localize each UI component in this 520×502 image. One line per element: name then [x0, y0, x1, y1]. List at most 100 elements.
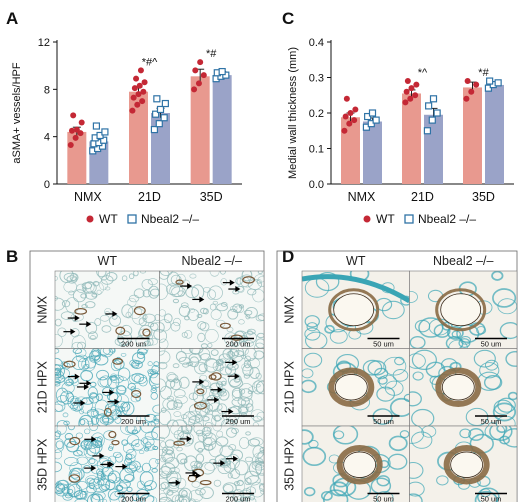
alveolus	[245, 495, 251, 502]
data-point-wt	[200, 72, 207, 79]
alveolus	[159, 329, 167, 343]
alveolus	[220, 380, 227, 387]
alveolus	[201, 430, 213, 439]
alveolus	[239, 274, 254, 288]
vessel-lumen	[333, 293, 375, 327]
micrograph: 200 um	[159, 348, 265, 427]
alveolus	[56, 481, 62, 487]
alveolus	[181, 426, 193, 434]
alveolus	[329, 481, 349, 497]
alveolus	[199, 400, 210, 408]
alveolus	[133, 288, 145, 299]
alveolus	[303, 486, 316, 497]
micrograph: 200 um	[159, 425, 265, 502]
alveolus	[104, 311, 110, 316]
alveolus	[213, 479, 222, 487]
alveolus	[115, 376, 129, 391]
alveolus	[79, 408, 84, 415]
alveolus	[64, 377, 73, 387]
micrograph: 200 um	[54, 348, 160, 427]
alveolus	[96, 289, 102, 295]
vessel	[173, 440, 186, 446]
alveolus	[166, 419, 179, 426]
alveolus	[133, 271, 139, 277]
bar	[463, 87, 482, 184]
bar	[341, 117, 360, 184]
alveolus	[68, 290, 75, 296]
micrograph-border	[409, 425, 518, 502]
alveolus	[197, 321, 207, 330]
alveolus	[255, 372, 262, 380]
alveolus	[315, 272, 340, 292]
alveolus	[187, 308, 200, 321]
alveolus	[229, 348, 245, 363]
alveolus	[245, 314, 251, 320]
alveolus	[159, 338, 169, 349]
alveolus	[227, 490, 236, 498]
alveolus	[55, 449, 63, 460]
data-point-ko	[368, 109, 377, 117]
data-point-wt	[130, 94, 137, 101]
alveolus	[447, 326, 464, 340]
legend-label-ko: Nbeal2 –/–	[141, 212, 199, 226]
vessel	[131, 390, 142, 399]
alveolus	[159, 436, 165, 442]
x-category-label: 21D	[138, 190, 161, 204]
alveolus	[161, 462, 176, 475]
alveolus	[383, 356, 407, 376]
vessel	[74, 308, 88, 315]
data-point-ko	[423, 127, 432, 135]
alveolus	[250, 409, 264, 421]
alveolus	[399, 430, 410, 439]
vessel	[193, 401, 207, 410]
alveolus	[143, 495, 158, 502]
arrow-head	[109, 389, 115, 396]
alveolus	[159, 426, 170, 439]
data-point-wt	[129, 107, 136, 114]
vessel	[175, 279, 184, 285]
alveolus	[505, 350, 517, 367]
alveolus	[502, 428, 517, 448]
alveolus	[159, 409, 172, 426]
alveolus	[63, 420, 70, 426]
micrograph: 50 um	[301, 270, 410, 349]
alveolus	[166, 395, 174, 401]
scale-bar-label: 50 um	[481, 340, 502, 349]
alveolus	[142, 313, 156, 323]
alveolus	[55, 374, 66, 384]
arrow-head	[175, 479, 181, 486]
alveolus	[189, 307, 195, 313]
data-point-ko	[429, 95, 438, 103]
data-point-wt	[195, 80, 202, 87]
data-point-wt	[67, 141, 74, 148]
alveolus	[211, 390, 221, 398]
alveolus	[177, 496, 190, 502]
alveolus	[71, 341, 84, 349]
alveolus	[239, 436, 250, 449]
scale-bar-label: 50 um	[481, 495, 502, 502]
alveolus	[125, 453, 136, 464]
alveolus	[173, 317, 182, 327]
data-point-wt	[78, 119, 85, 126]
alveolus	[78, 418, 90, 426]
alveolus	[468, 428, 484, 441]
scale-bar-label: 200 um	[225, 495, 250, 502]
alveolus	[411, 349, 437, 371]
alveolus	[236, 479, 244, 487]
alveolus	[182, 426, 193, 435]
vessel-wall	[435, 288, 487, 332]
alveolus	[477, 487, 500, 502]
alveolus	[143, 446, 150, 452]
alveolus	[234, 499, 244, 502]
column-header: WT	[346, 254, 366, 268]
alveolus	[107, 472, 117, 483]
alveolus	[190, 348, 201, 355]
alveolus	[154, 314, 160, 322]
alveolus	[161, 470, 170, 477]
alveolus	[165, 379, 176, 389]
alveolus	[230, 348, 240, 357]
data-point-wt	[468, 88, 475, 95]
arrow-head	[86, 321, 92, 328]
alveolus	[150, 392, 158, 400]
alveolus	[208, 402, 223, 412]
